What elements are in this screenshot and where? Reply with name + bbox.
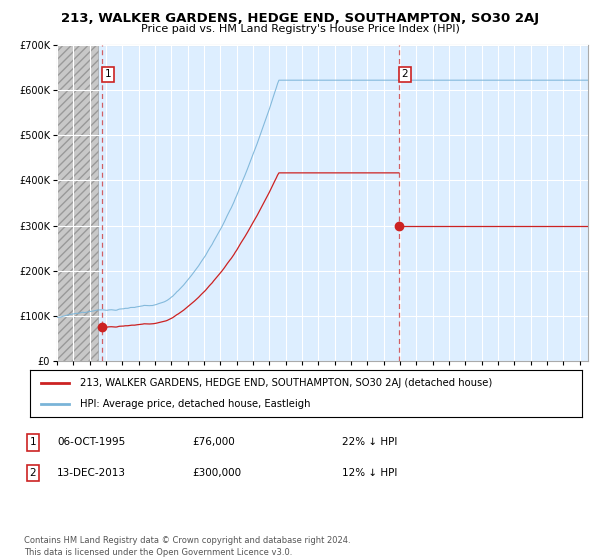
Text: Price paid vs. HM Land Registry's House Price Index (HPI): Price paid vs. HM Land Registry's House …: [140, 24, 460, 34]
Text: 2: 2: [402, 69, 409, 79]
Text: £300,000: £300,000: [192, 468, 241, 478]
Text: 12% ↓ HPI: 12% ↓ HPI: [342, 468, 397, 478]
Text: 13-DEC-2013: 13-DEC-2013: [57, 468, 126, 478]
Text: 1: 1: [105, 69, 112, 79]
Text: £76,000: £76,000: [192, 437, 235, 447]
Text: 2: 2: [29, 468, 37, 478]
Text: Contains HM Land Registry data © Crown copyright and database right 2024.
This d: Contains HM Land Registry data © Crown c…: [24, 536, 350, 557]
Text: 22% ↓ HPI: 22% ↓ HPI: [342, 437, 397, 447]
Bar: [57, 45, 98, 361]
Text: 213, WALKER GARDENS, HEDGE END, SOUTHAMPTON, SO30 2AJ (detached house): 213, WALKER GARDENS, HEDGE END, SOUTHAMP…: [80, 378, 492, 388]
Text: HPI: Average price, detached house, Eastleigh: HPI: Average price, detached house, East…: [80, 399, 310, 409]
Text: 213, WALKER GARDENS, HEDGE END, SOUTHAMPTON, SO30 2AJ: 213, WALKER GARDENS, HEDGE END, SOUTHAMP…: [61, 12, 539, 25]
Text: 06-OCT-1995: 06-OCT-1995: [57, 437, 125, 447]
Text: 1: 1: [29, 437, 37, 447]
